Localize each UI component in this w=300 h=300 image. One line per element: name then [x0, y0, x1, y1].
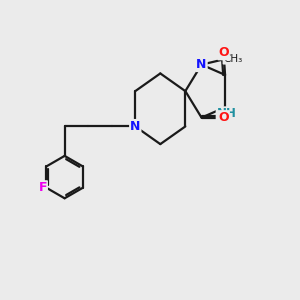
Text: N: N: [196, 58, 207, 71]
Text: F: F: [38, 181, 47, 194]
Text: NH: NH: [217, 107, 236, 120]
Text: N: N: [130, 120, 140, 133]
Text: O: O: [218, 46, 229, 59]
Text: CH₃: CH₃: [224, 54, 243, 64]
Text: O: O: [218, 111, 229, 124]
